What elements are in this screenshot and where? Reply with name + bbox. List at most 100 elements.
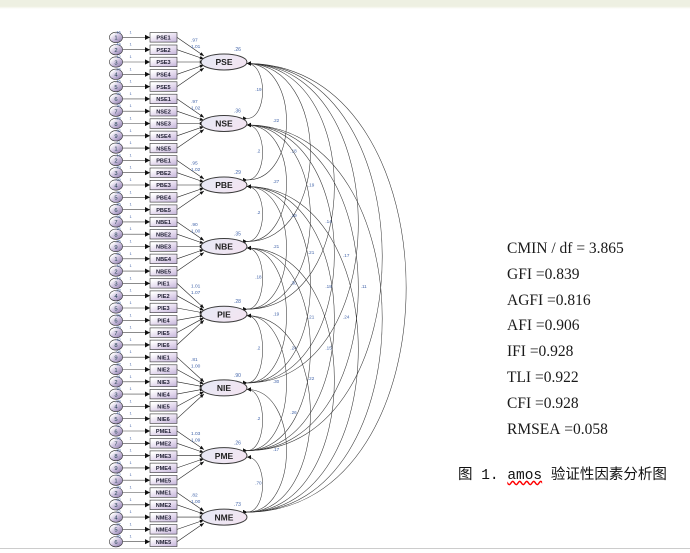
- svg-text:.27: .27: [273, 179, 280, 184]
- svg-text:.42: .42: [115, 337, 121, 342]
- svg-text:NSE: NSE: [215, 119, 233, 129]
- svg-text:NME: NME: [215, 512, 234, 522]
- svg-text:.26: .26: [234, 47, 241, 53]
- svg-text:PBE3: PBE3: [156, 183, 171, 189]
- svg-text:.09: .09: [115, 177, 121, 182]
- svg-text:.26: .26: [115, 534, 121, 539]
- svg-text:.37: .37: [115, 521, 121, 526]
- svg-text:1: 1: [129, 435, 132, 440]
- svg-text:.08: .08: [115, 349, 121, 354]
- svg-text:.22: .22: [115, 472, 121, 477]
- svg-text:.95: .95: [191, 160, 198, 166]
- svg-text:1: 1: [129, 509, 132, 514]
- svg-text:1.01: 1.01: [191, 44, 201, 50]
- svg-text:1: 1: [129, 362, 132, 367]
- svg-text:.28: .28: [115, 288, 121, 293]
- svg-text:.19: .19: [273, 312, 280, 317]
- svg-text:1: 1: [129, 42, 132, 47]
- svg-text:PBE4: PBE4: [156, 196, 172, 202]
- svg-text:1: 1: [129, 177, 132, 182]
- svg-text:1: 1: [129, 152, 132, 157]
- svg-text:.26: .26: [290, 410, 297, 415]
- svg-text:6: 6: [114, 540, 117, 546]
- svg-text:.36: .36: [115, 226, 121, 231]
- svg-text:.09: .09: [115, 398, 121, 403]
- svg-text:1.02: 1.02: [191, 105, 201, 111]
- svg-text:1.00: 1.00: [191, 499, 201, 505]
- svg-text:.36: .36: [234, 109, 241, 115]
- svg-text:NBE: NBE: [215, 242, 233, 252]
- svg-text:.2: .2: [256, 345, 260, 350]
- svg-text:.16: .16: [115, 29, 121, 34]
- svg-text:PSE3: PSE3: [156, 60, 170, 66]
- svg-text:.30: .30: [115, 485, 121, 490]
- svg-text:.21: .21: [308, 250, 315, 255]
- svg-text:1: 1: [129, 214, 132, 219]
- svg-text:1: 1: [129, 165, 132, 170]
- svg-text:1: 1: [129, 398, 132, 403]
- svg-text:.2: .2: [256, 416, 260, 421]
- svg-text:.2: .2: [256, 210, 260, 215]
- svg-text:.22: .22: [115, 497, 121, 502]
- svg-text:NME1: NME1: [156, 491, 172, 497]
- svg-text:.32: .32: [115, 189, 121, 194]
- svg-text:.90: .90: [234, 373, 241, 379]
- svg-text:1: 1: [129, 54, 132, 59]
- svg-text:NIE1: NIE1: [157, 355, 169, 361]
- svg-text:1.00: 1.00: [191, 228, 201, 234]
- svg-text:.44: .44: [115, 42, 121, 47]
- svg-text:NBE3: NBE3: [156, 245, 171, 251]
- svg-text:.82: .82: [191, 493, 198, 499]
- svg-text:1.03: 1.03: [191, 431, 201, 437]
- svg-text:1.07: 1.07: [191, 290, 201, 296]
- svg-text:1: 1: [129, 251, 132, 256]
- svg-text:.36: .36: [115, 435, 121, 440]
- svg-text:.35: .35: [115, 386, 121, 391]
- svg-text:.39: .39: [115, 165, 121, 170]
- svg-text:NBE2: NBE2: [156, 232, 171, 238]
- svg-text:1.01: 1.01: [191, 283, 201, 289]
- svg-text:NBE4: NBE4: [156, 257, 172, 263]
- svg-text:.08: .08: [115, 214, 121, 219]
- svg-text:.43: .43: [115, 460, 121, 465]
- svg-text:1: 1: [129, 66, 132, 71]
- svg-text:.22: .22: [115, 509, 121, 514]
- svg-text:1: 1: [129, 263, 132, 268]
- svg-text:1: 1: [129, 485, 132, 490]
- svg-text:.21: .21: [308, 315, 315, 320]
- svg-text:1: 1: [129, 128, 132, 133]
- svg-text:1: 1: [129, 423, 132, 428]
- svg-text:1: 1: [129, 189, 132, 194]
- svg-text:.19: .19: [308, 182, 315, 187]
- svg-text:1: 1: [129, 325, 132, 330]
- svg-text:NME5: NME5: [156, 540, 172, 546]
- svg-text:NIE2: NIE2: [157, 368, 169, 374]
- svg-text:.19: .19: [255, 87, 262, 92]
- svg-text:NME2: NME2: [156, 503, 172, 509]
- svg-text:1: 1: [129, 300, 132, 305]
- svg-text:1: 1: [129, 411, 132, 416]
- svg-text:.18: .18: [325, 284, 332, 289]
- svg-text:1: 1: [129, 521, 132, 526]
- svg-text:.17: .17: [273, 447, 280, 452]
- svg-text:.09: .09: [115, 325, 121, 330]
- svg-text:1: 1: [129, 239, 132, 244]
- svg-text:PIE1: PIE1: [157, 282, 169, 288]
- svg-text:PME3: PME3: [156, 454, 171, 460]
- svg-text:NSE4: NSE4: [156, 134, 172, 140]
- svg-text:.45: .45: [115, 263, 121, 268]
- svg-text:1: 1: [129, 29, 132, 34]
- svg-text:1.02: 1.02: [191, 167, 201, 173]
- svg-text:1: 1: [129, 374, 132, 379]
- svg-text:1: 1: [129, 275, 132, 280]
- svg-text:NSE5: NSE5: [156, 146, 171, 152]
- svg-text:.21: .21: [273, 244, 280, 249]
- svg-text:.22: .22: [308, 376, 315, 381]
- svg-text:.35: .35: [234, 232, 241, 238]
- svg-text:.39: .39: [115, 448, 121, 453]
- svg-text:.11: .11: [361, 284, 367, 289]
- svg-text:PIE: PIE: [217, 309, 231, 319]
- svg-text:NBE5: NBE5: [156, 269, 171, 275]
- svg-text:.25: .25: [115, 239, 121, 244]
- svg-text:1: 1: [129, 448, 132, 453]
